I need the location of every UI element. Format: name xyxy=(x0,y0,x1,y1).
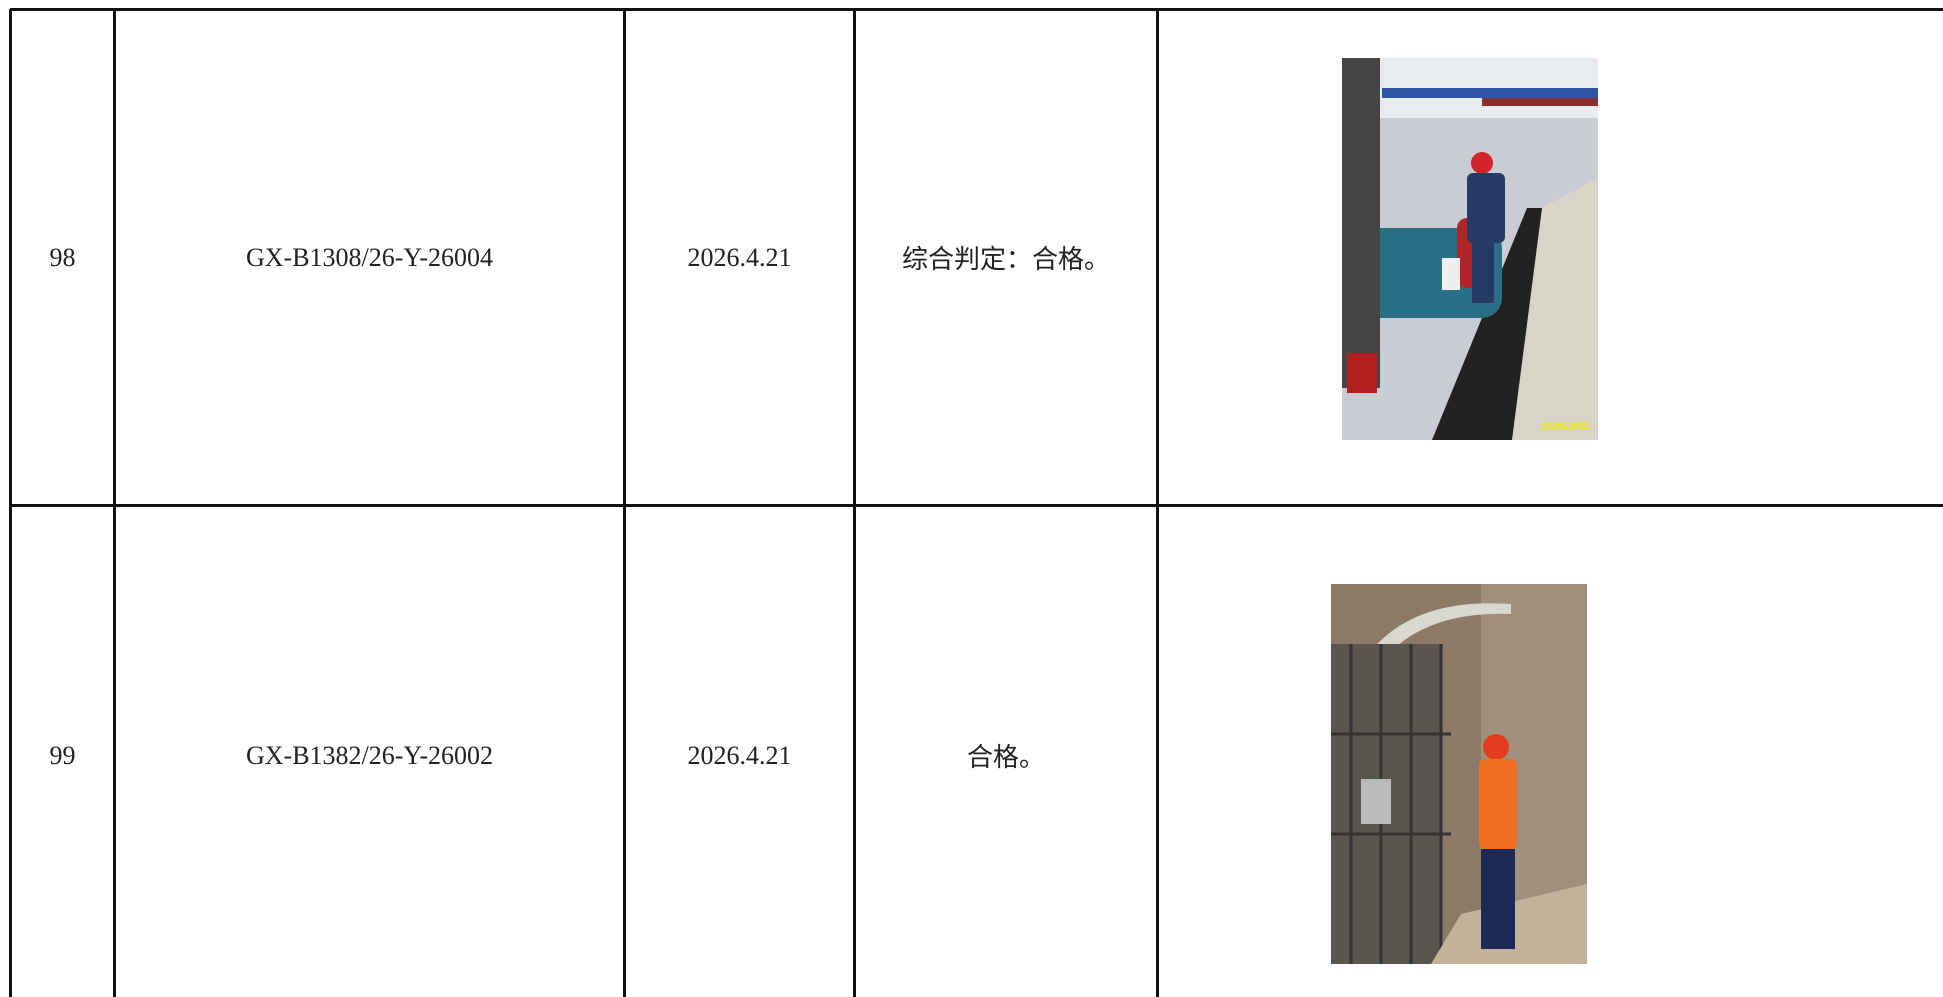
photo-mine-shaft xyxy=(1331,584,1587,964)
column-border xyxy=(113,9,116,997)
row-border xyxy=(10,504,1943,507)
verdict: 综合判定：合格。 xyxy=(901,245,1110,274)
report-code: GX-B1382/26-Y-26002 xyxy=(246,740,493,770)
row-number: 99 xyxy=(49,740,76,770)
photo-timestamp: 2026/3/25 xyxy=(1541,421,1590,433)
report-code: GX-B1308/26-Y-26004 xyxy=(246,242,493,272)
photo-pump-room: 2026/3/25 xyxy=(1342,58,1598,440)
row-border xyxy=(10,8,1943,11)
row-number: 98 xyxy=(49,242,76,272)
verdict: 合格。 xyxy=(966,743,1045,772)
column-border xyxy=(1156,9,1159,997)
column-border xyxy=(623,9,626,997)
date: 2026.4.21 xyxy=(687,242,792,272)
column-border xyxy=(9,9,12,997)
column-border xyxy=(853,9,856,997)
date: 2026.4.21 xyxy=(687,740,792,770)
